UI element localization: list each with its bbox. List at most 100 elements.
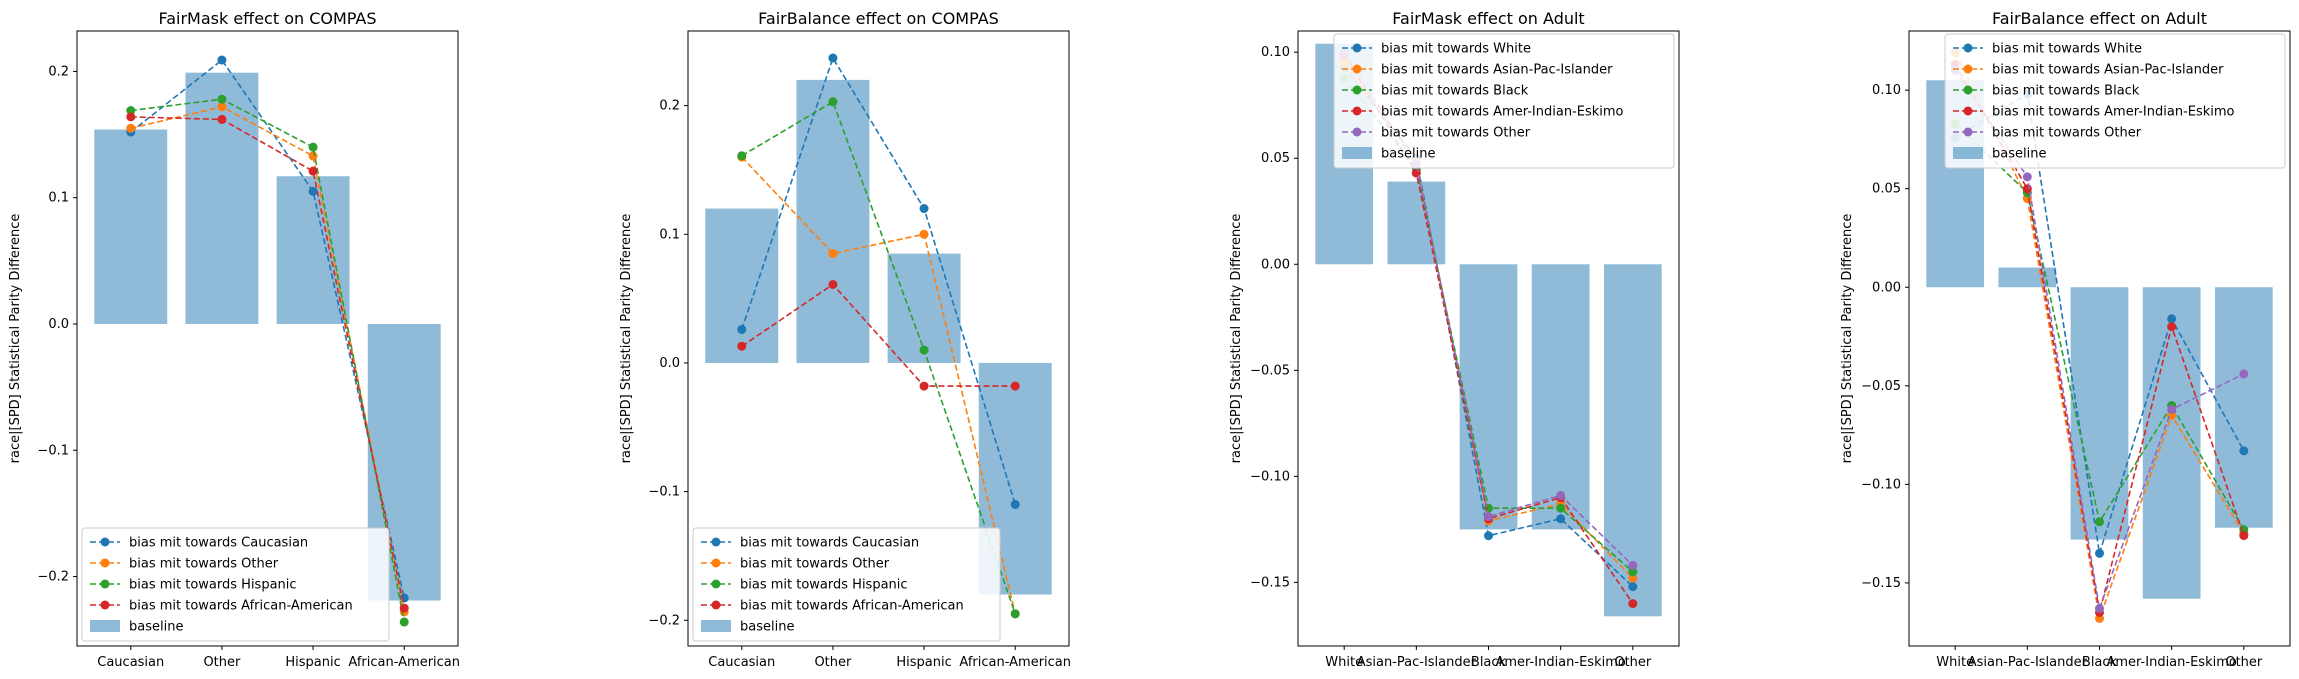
legend-label: bias mit towards Hispanic [129, 578, 297, 593]
y-axis-label: race|[SPD] Statistical Parity Difference [1229, 214, 1244, 464]
y-tick-label: −0.1 [37, 443, 69, 458]
series-point [2239, 531, 2249, 541]
series-point [1484, 531, 1493, 541]
legend-label: bias mit towards Asian-Pac-Islander [1381, 63, 1613, 78]
y-tick-label: 0.05 [1261, 151, 1290, 166]
legend-label: bias mit towards Other [740, 557, 890, 572]
series-point [1484, 512, 1493, 522]
legend-label: baseline [1992, 147, 2046, 162]
y-tick-label: −0.15 [1861, 576, 1901, 591]
chart-0: −0.2 −0.1 0.0 0.1 0.2 Caucasian Other Hispanic A… [8, 9, 460, 670]
legend: bias mit towards Caucasian bias mit towar… [692, 527, 1001, 642]
legend: bias mit towards White bias mit towards A… [1944, 33, 2286, 169]
series-point [1628, 582, 1638, 592]
y-axis-label: race|[SPD] Statistical Parity Difference [1840, 214, 1855, 464]
series-point [2239, 369, 2249, 379]
chart-3: −0.15 −0.10 −0.05 0.00 0.05 0.10 WhiteAsian-Pa… [1840, 9, 2291, 670]
legend-box [1333, 33, 1675, 169]
series-point [828, 279, 838, 289]
y-tick-label: −0.15 [1250, 575, 1290, 590]
y-tick-label: −0.10 [1861, 477, 1901, 492]
legend-marker [1963, 106, 1973, 116]
x-tick-label: Caucasian [708, 655, 775, 670]
legend-box [1944, 33, 2286, 169]
y-tick-label: 0.1 [659, 227, 680, 242]
axes-frame [687, 30, 1070, 647]
series-point [2167, 404, 2177, 414]
legend-box [692, 527, 1001, 642]
series-point [2095, 548, 2104, 558]
y-tick-label: 0.1 [48, 191, 69, 206]
series-line-0 [130, 58, 406, 599]
series-point [737, 151, 747, 161]
series-point [1556, 490, 1566, 500]
series-point [737, 341, 747, 351]
series-point [828, 97, 838, 107]
bar-other [1603, 264, 1662, 617]
legend-label: bias mit towards Other [129, 557, 279, 572]
legend-label: bias mit towards Hispanic [740, 578, 908, 593]
series-point [399, 603, 409, 613]
bar-hispanic [276, 176, 350, 324]
legend-marker [711, 579, 721, 589]
series-point [1628, 567, 1638, 577]
legend-label: bias mit towards Caucasian [129, 536, 308, 551]
x-tick-label: Black [1471, 655, 1507, 670]
legend-marker [100, 558, 110, 568]
legend-swatch-baseline [1953, 147, 1983, 159]
series-point [919, 345, 929, 355]
y-tick-label: 0.2 [48, 64, 69, 79]
series-point [308, 186, 318, 196]
legend-label: baseline [740, 620, 794, 635]
x-tick-label: White [1936, 655, 1974, 670]
legend-box [81, 527, 390, 642]
x-tick-label: Amer-Indian-Eskimo [2106, 655, 2236, 670]
x-tick-label: Hispanic [285, 655, 340, 670]
series-line-3 [130, 116, 406, 609]
series-point [1556, 503, 1566, 513]
y-tick-label: −0.05 [1861, 379, 1901, 394]
bar-amer-indian-eskimo [2142, 287, 2201, 599]
series-point [2095, 604, 2104, 614]
y-tick-label: 0.10 [1872, 83, 1901, 98]
legend-label: bias mit towards White [1381, 42, 1531, 57]
series-point [1556, 514, 1566, 524]
y-axis-label: race|[SPD] Statistical Parity Difference [619, 214, 634, 464]
legend-label: bias mit towards Amer-Indian-Eskimo [1381, 105, 1624, 120]
x-tick-label: Asian-Pac-Islander [1357, 655, 1477, 670]
x-tick-label: Other [1614, 655, 1652, 670]
legend-label: bias mit towards African-American [129, 599, 353, 614]
bar-other [185, 72, 259, 324]
y-tick-label: 0.00 [1872, 280, 1901, 295]
x-tick-label: Caucasian [97, 655, 164, 670]
legend-label: bias mit towards Black [1381, 84, 1529, 99]
legend: bias mit towards Caucasian bias mit towar… [81, 527, 390, 642]
series-point [399, 617, 409, 627]
chart-2: −0.15 −0.10 −0.05 0.00 0.05 0.10 WhiteAsian-Pa… [1229, 9, 1680, 670]
chart-title: FairMask effect on COMPAS [158, 9, 376, 28]
y-tick-label: 0.2 [659, 99, 680, 114]
legend-label: bias mit towards Amer-Indian-Eskimo [1992, 105, 2235, 120]
chart-title: FairBalance effect on COMPAS [758, 9, 999, 28]
legend-marker [1352, 85, 1362, 95]
series-point [2167, 322, 2177, 332]
legend-swatch-baseline [1342, 147, 1372, 159]
legend-label: bias mit towards Other [1992, 126, 2142, 141]
x-tick-label: African-American [959, 655, 1071, 670]
legend-label: bias mit towards Black [1992, 84, 2140, 99]
y-axis-label: race|[SPD] Statistical Parity Difference [8, 214, 23, 464]
series-point [308, 151, 318, 161]
bar-asian-pac-islander [1387, 181, 1446, 265]
series-point [1010, 381, 1020, 391]
x-tick-label: Amer-Indian-Eskimo [1495, 655, 1625, 670]
chart-title: FairMask effect on Adult [1392, 9, 1584, 28]
series-point [919, 381, 929, 391]
series-point [126, 112, 136, 122]
y-tick-label: 0.0 [48, 317, 69, 332]
chart-1: −0.2 −0.1 0.0 0.1 0.2 Caucasian Other Hispanic A… [619, 9, 1071, 670]
x-tick-label: Other [2225, 655, 2263, 670]
series-point [126, 123, 136, 133]
legend-label: bias mit towards Asian-Pac-Islander [1992, 63, 2224, 78]
y-tick-label: −0.10 [1250, 469, 1290, 484]
bar-black [1459, 264, 1518, 530]
